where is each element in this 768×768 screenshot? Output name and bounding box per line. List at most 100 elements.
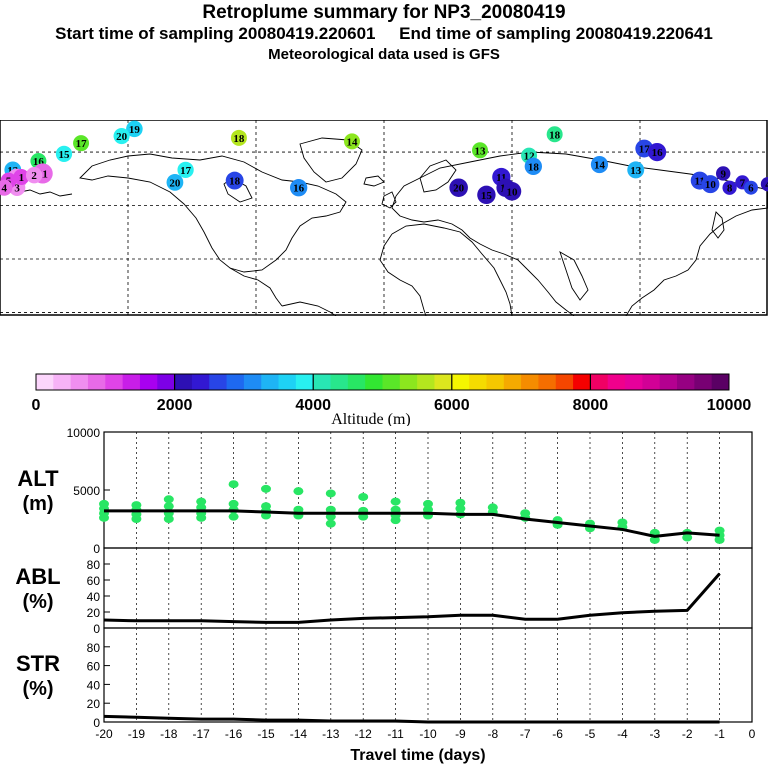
colorbar-cell — [555, 374, 574, 390]
y-tick-label: 60 — [87, 574, 101, 588]
colorbar-cell — [382, 374, 401, 390]
x-axis-label: Travel time (days) — [350, 747, 485, 764]
plume-point — [627, 161, 645, 179]
timeseries-panels: 1000050000ALT(m)806040200ABL(%)806040200… — [15, 426, 756, 764]
plume-point-label: 4 — [2, 183, 8, 195]
colorbar-cell — [434, 374, 453, 390]
altitude-sample-point — [455, 498, 466, 507]
colorbar-cell — [642, 374, 661, 390]
plume-point — [546, 126, 563, 143]
plume-point-label: 17 — [76, 138, 88, 150]
plume-point — [25, 167, 43, 184]
panel-label: ABL — [15, 564, 60, 589]
colorbar-cell — [36, 374, 54, 390]
plume-point-label: 18 — [549, 129, 561, 141]
altitude-sample-point — [261, 484, 271, 493]
plume-point-label: 3 — [14, 183, 20, 195]
colorbar-label: Altitude (m) — [331, 411, 411, 426]
colorbar-cell — [677, 374, 695, 390]
panel-unit: (%) — [22, 591, 53, 613]
plume-point-label: 11 — [37, 168, 47, 180]
plume-point — [472, 142, 488, 159]
x-tick-label: -9 — [455, 727, 466, 741]
panel-unit: (%) — [22, 678, 53, 700]
colorbar-cell — [469, 374, 487, 390]
plume-point-label: 11 — [695, 176, 705, 188]
plume-point — [743, 180, 758, 195]
plume-point-label: 20 — [453, 183, 465, 195]
plume-point — [0, 179, 13, 196]
x-tick-label: -15 — [257, 727, 275, 741]
plume-point — [716, 166, 731, 181]
colorbar-cell — [313, 374, 332, 390]
colorbar-cell — [711, 374, 730, 390]
panel-unit: (m) — [22, 493, 53, 515]
altitude-sample-point — [325, 519, 336, 528]
plume-point-label: 6 — [748, 183, 754, 195]
colorbar-cell — [191, 374, 210, 390]
plume-point-label: 9 — [720, 168, 726, 180]
panel-alt: 10000 5000 0 ALT(m) — [17, 426, 753, 556]
series-line — [104, 509, 720, 538]
plume-point-label: 15 — [59, 149, 71, 161]
x-tick-label: -20 — [95, 727, 113, 741]
plume-point-label: 1 — [19, 172, 25, 184]
plume-point — [449, 178, 468, 197]
plume-point-label: 20 — [116, 131, 128, 143]
y-tick-label: 20 — [87, 606, 101, 620]
colorbar-cell — [330, 374, 349, 390]
altitude-sample-point — [196, 497, 207, 506]
plume-point-label: 14 — [347, 136, 359, 148]
panel-label: ALT — [17, 466, 59, 491]
plume-point-label: 13 — [475, 145, 487, 157]
plume-point-label: 14 — [594, 160, 606, 172]
colorbar-cell — [451, 374, 470, 390]
altitude-sample-point — [163, 495, 174, 504]
colorbar-cells — [35, 373, 730, 391]
plume-point-label: 16 — [33, 156, 45, 168]
colorbar-cell — [607, 374, 626, 390]
plume-point-label: 12 — [524, 151, 536, 163]
colorbar-cell — [261, 374, 280, 390]
sampling-times: Start time of sampling 20080419.220601 E… — [0, 24, 768, 44]
x-tick-label: -10 — [419, 727, 437, 741]
colorbar-cell — [590, 374, 609, 390]
colorbar-cell — [53, 374, 72, 390]
altitude-sample-point — [131, 515, 142, 523]
coast-europe-south — [391, 195, 575, 316]
plume-point — [760, 176, 768, 192]
y-tick-label: 0 — [93, 542, 100, 556]
altitude-sample-point — [455, 504, 466, 513]
plume-point-label: 18 — [229, 176, 241, 188]
plume-point-label: 20 — [169, 177, 181, 189]
y-tick-label: 60 — [87, 660, 101, 674]
x-tick-label: -11 — [387, 727, 404, 741]
coast-iceland — [363, 175, 385, 187]
altitude-sample-point — [228, 499, 239, 508]
x-tick-label: -7 — [520, 727, 531, 741]
colorbar-cell — [573, 374, 591, 390]
y-tick-label: 20 — [87, 697, 101, 711]
x-tick-label: -3 — [649, 727, 660, 741]
colorbar-cell — [521, 374, 539, 390]
y-tick-label: 0 — [93, 716, 100, 730]
colorbar-cell — [139, 374, 158, 390]
panel-abl: 80 60 40 20 0 ABL(%) — [15, 547, 753, 636]
plume-point-label: 16 — [652, 147, 664, 159]
start-time-label: Start time of sampling 20080419.220601 — [55, 24, 376, 43]
altitude-sample-point — [649, 535, 660, 544]
plume-point-label: 13 — [630, 165, 642, 177]
colorbar-cell — [694, 374, 713, 390]
coast-hudson-bay — [223, 177, 253, 203]
colorbar-cell — [417, 374, 435, 390]
chart-title: Retroplume summary for NP3_20080419 — [202, 2, 566, 23]
coast-south-america — [281, 301, 337, 316]
x-tick-label: -17 — [193, 727, 211, 741]
plume-point — [13, 169, 30, 186]
plume-point — [225, 171, 244, 190]
altitude-sample-point — [293, 487, 304, 496]
met-data-label: Meteorological data used is GFS — [268, 46, 500, 63]
plume-point-label: 10 — [507, 186, 519, 198]
end-time-label: End time of sampling 20080419.220641 — [399, 24, 713, 43]
